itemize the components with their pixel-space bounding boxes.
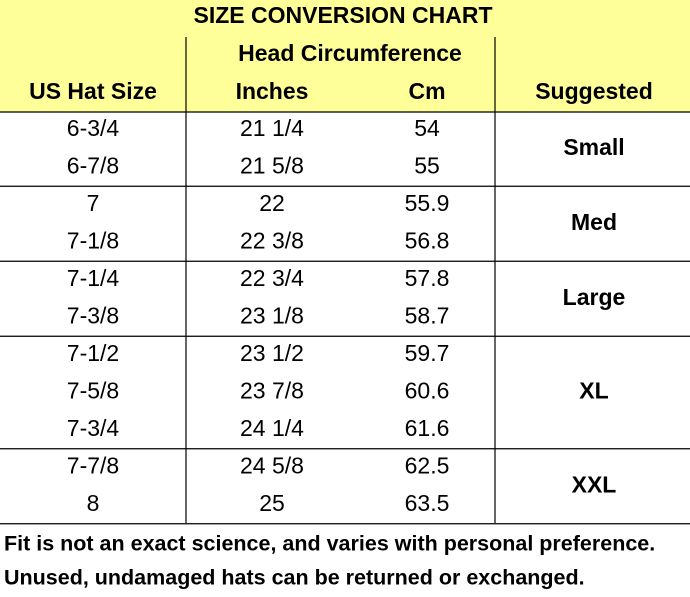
cell: 55.9 <box>405 190 450 216</box>
cell: 56.8 <box>405 228 450 254</box>
cell: 7-1/8 <box>67 228 119 254</box>
cell: 61.6 <box>405 415 450 441</box>
cell: 7-7/8 <box>67 453 119 479</box>
cell: 62.5 <box>405 453 450 479</box>
suggested-size: XXL <box>572 471 617 497</box>
cell: 7-5/8 <box>67 378 119 404</box>
suggested-size: XL <box>579 378 608 404</box>
cell: 7-3/4 <box>67 415 120 441</box>
suggested-size: Small <box>563 134 624 160</box>
cell: 7 <box>87 190 100 216</box>
cell: 59.7 <box>405 340 450 366</box>
cell: 23 1/8 <box>240 303 304 329</box>
cell: 6-7/8 <box>67 153 119 179</box>
cell: 7-1/4 <box>67 265 120 291</box>
suggested-size: Large <box>563 284 626 310</box>
cell: 8 <box>87 490 100 516</box>
cell: 55 <box>414 153 440 179</box>
column-header: Cm <box>408 78 445 104</box>
title: SIZE CONVERSION CHART <box>193 2 492 28</box>
cell: 23 7/8 <box>240 378 304 404</box>
header-background <box>0 0 690 112</box>
cell: 58.7 <box>405 303 450 329</box>
column-header: US Hat Size <box>29 78 157 104</box>
group-label: Head Circumference <box>238 40 462 66</box>
cell: 21 5/8 <box>240 153 304 179</box>
cell: 25 <box>259 490 285 516</box>
cell: 23 1/2 <box>240 340 304 366</box>
cell: 57.8 <box>405 265 450 291</box>
cell: 24 5/8 <box>240 453 304 479</box>
cell: 7-1/2 <box>67 340 119 366</box>
cell: 22 3/8 <box>240 228 304 254</box>
cell: 63.5 <box>405 490 450 516</box>
cell: 22 3/4 <box>240 265 304 291</box>
cell: 54 <box>414 115 440 141</box>
cell: 60.6 <box>405 378 450 404</box>
suggested-size: Med <box>571 209 617 235</box>
cell: 22 <box>259 190 285 216</box>
cell: 6-3/4 <box>67 115 120 141</box>
cell: 21 1/4 <box>240 115 304 141</box>
cell: 7-3/8 <box>67 303 119 329</box>
footer-note: Fit is not an exact science, and varies … <box>4 532 655 556</box>
cell: 24 1/4 <box>240 415 304 441</box>
column-header: Inches <box>236 78 309 104</box>
footer-note: Unused, undamaged hats can be returned o… <box>4 566 585 590</box>
column-header: Suggested <box>535 78 653 104</box>
